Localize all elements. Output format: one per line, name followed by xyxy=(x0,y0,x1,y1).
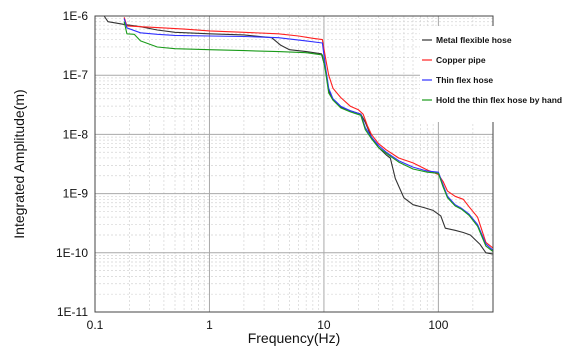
y-tick-label: 1E-8 xyxy=(63,127,89,141)
x-tick-label: 10 xyxy=(317,318,331,332)
legend-label: Thin flex hose xyxy=(436,75,493,85)
legend-label: Copper pipe xyxy=(436,55,486,65)
legend-label: Metal flexible hose xyxy=(436,35,512,45)
legend-box xyxy=(420,26,585,122)
x-tick-label: 0.1 xyxy=(87,318,104,332)
y-tick-label: 1E-7 xyxy=(63,68,89,82)
series-line-hold-the-thin-flex-hose-by-hand xyxy=(123,21,494,252)
y-axis-title: Integrated Amplitude(m) xyxy=(11,89,27,238)
y-tick-label: 1E-6 xyxy=(63,9,89,23)
tick-labels: 0.1 1 10 100 1E-6 1E-7 1E-8 1E-9 1E-10 1E-11 xyxy=(56,9,449,332)
y-tick-label: 1E-11 xyxy=(57,305,88,319)
x-tick-label: 1 xyxy=(206,318,213,332)
y-tick-label: 1E-9 xyxy=(63,187,89,201)
legend: Metal flexible hose Copper pipe Thin flex … xyxy=(420,26,585,122)
x-axis-title: Frequency(Hz) xyxy=(248,330,341,346)
plot-frame xyxy=(94,15,494,313)
y-tick-label: 1E-10 xyxy=(56,246,88,260)
x-tick-label: 100 xyxy=(428,318,448,332)
series-line-copper-pipe xyxy=(123,17,494,249)
legend-label: Hold the thin flex hose by hand xyxy=(436,95,562,105)
series-lines xyxy=(103,15,494,255)
